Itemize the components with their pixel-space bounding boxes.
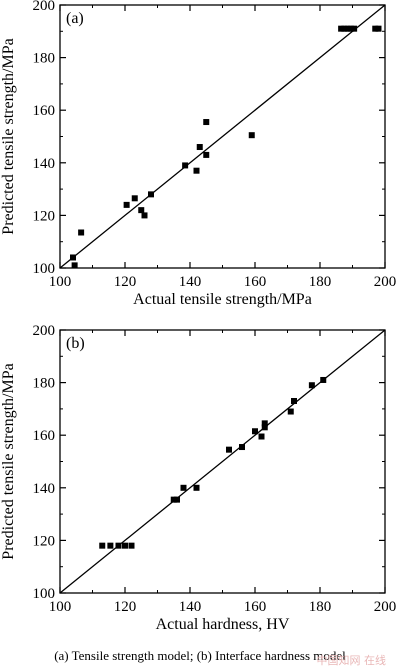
panel-b-x-axis-label: Actual hardness, HV [156, 616, 290, 633]
figure-caption: (a) Tensile strength model; (b) Interfac… [54, 648, 346, 663]
panel-a-y-tick-label: 180 [33, 51, 56, 67]
panel-a-x-tick-label: 180 [309, 274, 332, 290]
panel-b-data-point [261, 420, 268, 427]
panel-a-data-point [248, 132, 255, 139]
panel-a-data-point [347, 25, 354, 32]
panel-b-data-point [226, 446, 232, 453]
panel-a-data-point [344, 25, 351, 32]
panel-b-y-tick-label: 140 [33, 481, 56, 497]
panel-b-data-point [170, 496, 177, 503]
panel-b-data-point [128, 542, 135, 549]
panel-a-data-point [138, 207, 145, 214]
panel-a-x-tick-label: 200 [374, 274, 397, 290]
panel-a-data-point [338, 25, 345, 32]
panel-a-y-tick-label: 200 [33, 0, 56, 14]
panel-a-data-point [351, 25, 358, 32]
panel-b-data-point [308, 382, 315, 389]
panel-a-x-tick-label: 160 [244, 274, 267, 290]
panel-b-y-tick-label: 200 [33, 323, 56, 339]
panel-a-data-point [341, 25, 348, 32]
panel-a-y-tick-label: 160 [33, 103, 56, 119]
panel-a-x-tick-label: 100 [49, 274, 72, 290]
panel-b-y-tick-label: 100 [33, 586, 56, 602]
panel-a-x-tick-label: 120 [114, 274, 137, 290]
panel-a-data-point [193, 167, 200, 174]
panel-a-label: (a) [66, 10, 84, 27]
panel-b-reference-line [59, 329, 386, 594]
panel-b-data-point [252, 428, 258, 435]
panel-a-data-point [372, 25, 379, 32]
panel-b-data-point [291, 398, 297, 405]
panel-a-y-tick-label: 100 [33, 261, 56, 277]
panel-a-y-tick-label: 120 [33, 208, 56, 224]
panel-a-data-point [78, 229, 85, 236]
panel-a-data-point [196, 144, 203, 151]
panel-b-y-tick-label: 180 [33, 376, 56, 392]
panel-b-x-tick-label: 160 [244, 599, 267, 615]
panel-b-data-point [239, 444, 245, 451]
panel-a-data-point [375, 25, 382, 32]
panel-a-x-axis-label: Actual tensile strength/MPa [133, 291, 312, 308]
panel-b-y-tick-label: 120 [33, 533, 56, 549]
panel-b-x-tick-label: 120 [114, 599, 137, 615]
panel-b-data-point [180, 484, 187, 491]
panel-b-label: (b) [66, 335, 85, 352]
panel-b-data-point [115, 542, 122, 549]
panel-b-x-tick-label: 140 [179, 599, 202, 615]
panel-a-data-point [71, 262, 78, 269]
panel-a-data-point [148, 191, 154, 198]
panel-b-x-tick-label: 180 [309, 599, 332, 615]
panel-a-reference-line [59, 4, 386, 269]
panel-a-y-tick-label: 140 [33, 156, 56, 172]
panel-a-data-point [70, 254, 76, 261]
panel-a-data-point [203, 119, 210, 126]
panel-b-data-point [107, 542, 114, 549]
panel-b-y-tick-label: 160 [33, 428, 56, 444]
panel-b-data-point [287, 408, 294, 415]
panel-b-data-point [320, 376, 327, 383]
watermark: 中国知网 在线 [316, 654, 387, 667]
panel-b-x-tick-label: 200 [374, 599, 397, 615]
panel-b-data-point [258, 433, 265, 440]
panel-b-x-tick-label: 100 [49, 599, 72, 615]
panel-a-data-point [182, 162, 189, 169]
panel-a-data-point [141, 212, 148, 219]
panel-b-y-axis-label: Predicted tensile strength/MPa [0, 363, 17, 559]
panel-b-data-point [193, 484, 200, 491]
panel-a-data-point [123, 201, 130, 208]
panel-a-data-point [131, 195, 138, 202]
panel-a-x-tick-label: 140 [179, 274, 202, 290]
panel-b-data-point [261, 424, 268, 431]
panel-b-data-point [174, 496, 180, 503]
panel-a-data-point [203, 151, 210, 158]
panel-b-data-point [99, 542, 106, 549]
panel-a-y-axis-label: Predicted tensile strength/MPa [0, 38, 17, 234]
panel-b-data-point [122, 542, 128, 549]
